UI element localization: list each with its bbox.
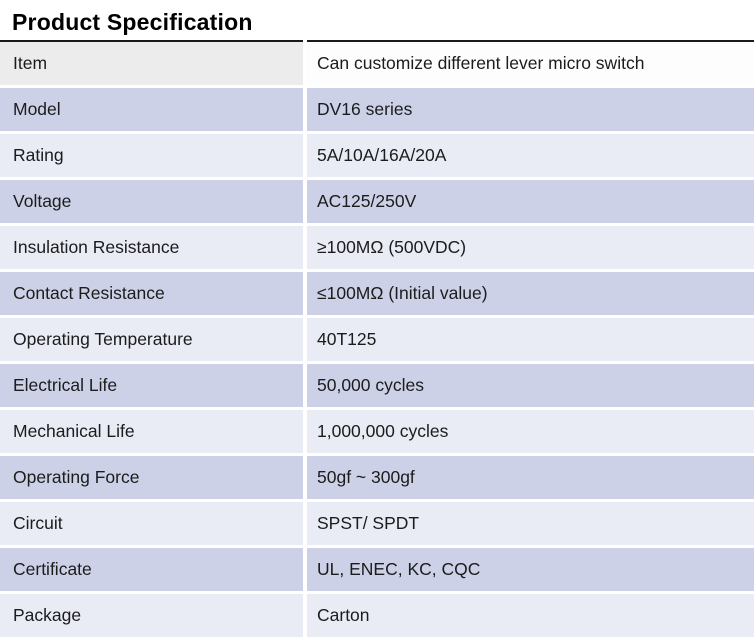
spec-label-cell: Operating Force [0, 456, 303, 499]
spec-value-cell: ≤100MΩ (Initial value) [307, 272, 754, 315]
spec-value-cell: SPST/ SPDT [307, 502, 754, 545]
spec-label-cell: Operating Temperature [0, 318, 303, 361]
spec-label-cell: Insulation Resistance [0, 226, 303, 269]
spec-label-cell: Item [0, 40, 303, 85]
spec-label-cell: Package [0, 594, 303, 637]
spec-label-cell: Voltage [0, 180, 303, 223]
spec-value-cell: DV16 series [307, 88, 754, 131]
spec-value-cell: 40T125 [307, 318, 754, 361]
spec-label-cell: Model [0, 88, 303, 131]
spec-value-cell: Can customize different lever micro swit… [307, 40, 754, 85]
spec-value-cell: AC125/250V [307, 180, 754, 223]
spec-value-cell: Carton [307, 594, 754, 637]
spec-value-cell: ≥100MΩ (500VDC) [307, 226, 754, 269]
spec-label-cell: Certificate [0, 548, 303, 591]
spec-value-cell: UL, ENEC, KC, CQC [307, 548, 754, 591]
spec-table: Item Can customize different lever micro … [0, 40, 754, 637]
spec-value-cell: 50gf ~ 300gf [307, 456, 754, 499]
spec-label-cell: Circuit [0, 502, 303, 545]
spec-label-cell: Mechanical Life [0, 410, 303, 453]
spec-value-cell: 5A/10A/16A/20A [307, 134, 754, 177]
page-title: Product Specification [12, 9, 253, 35]
spec-value-cell: 50,000 cycles [307, 364, 754, 407]
spec-value-cell: 1,000,000 cycles [307, 410, 754, 453]
spec-label-cell: Rating [0, 134, 303, 177]
spec-label-cell: Contact Resistance [0, 272, 303, 315]
spec-label-cell: Electrical Life [0, 364, 303, 407]
